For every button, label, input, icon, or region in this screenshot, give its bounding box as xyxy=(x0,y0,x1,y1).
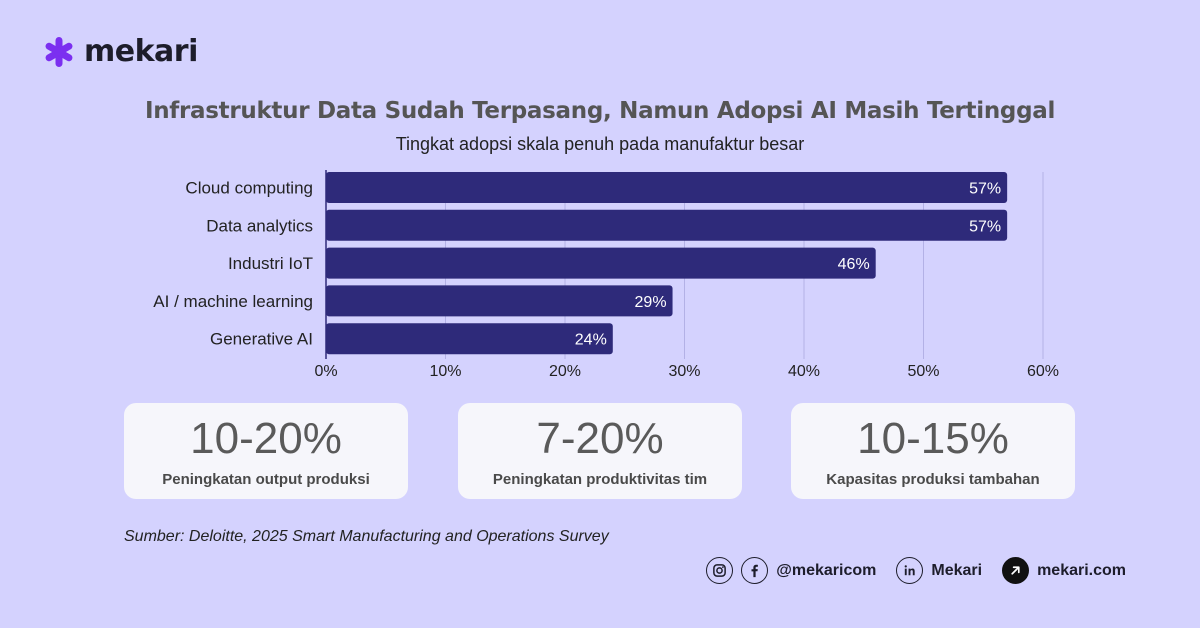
category-label: AI / machine learning xyxy=(153,292,313,311)
brand-name: mekari xyxy=(84,34,198,69)
stat-card-capacity: 10-15% Kapasitas produksi tambahan xyxy=(791,403,1075,499)
chart-title: Infrastruktur Data Sudah Terpasang, Namu… xyxy=(144,98,1056,124)
brand-logo: mekari xyxy=(42,34,198,69)
x-tick-label: 30% xyxy=(668,363,700,380)
stat-card-productivity: 7-20% Peningkatan produktivitas tim xyxy=(458,403,742,499)
x-tick-label: 40% xyxy=(788,363,820,380)
stat-value: 10-15% xyxy=(857,414,1009,463)
stat-label: Peningkatan produktivitas tim xyxy=(492,471,708,488)
stat-label: Peningkatan output produksi xyxy=(162,471,370,488)
stat-value: 7-20% xyxy=(536,414,664,463)
bar-data-label: 57% xyxy=(969,181,1001,198)
x-tick-label: 60% xyxy=(1027,363,1059,380)
chart-subtitle: Tingkat adopsi skala penuh pada manufakt… xyxy=(395,134,805,154)
category-label: Cloud computing xyxy=(185,179,313,198)
website-link[interactable]: mekari.com xyxy=(1037,561,1126,579)
footer-social: @mekaricom Mekari mekari.com xyxy=(706,557,1126,584)
bar xyxy=(326,285,673,317)
category-label: Data analytics xyxy=(206,216,313,235)
bar xyxy=(326,323,613,355)
stat-label: Kapasitas produksi tambahan xyxy=(826,471,1040,488)
bar xyxy=(326,209,1008,241)
source-note: Sumber: Deloitte, 2025 Smart Manufacturi… xyxy=(124,528,609,545)
arrow-link-icon[interactable] xyxy=(1002,557,1030,584)
bar-data-label: 57% xyxy=(969,218,1001,235)
x-tick-label: 50% xyxy=(907,363,939,380)
x-tick-label: 10% xyxy=(429,363,461,380)
category-label: Industri IoT xyxy=(228,254,313,273)
x-tick-label: 20% xyxy=(549,363,581,380)
instagram-icon[interactable] xyxy=(706,557,734,584)
facebook-icon[interactable] xyxy=(741,557,769,584)
category-label: Generative AI xyxy=(210,330,313,349)
bar-data-label: 29% xyxy=(635,294,667,311)
stat-card-output: 10-20% Peningkatan output produksi xyxy=(124,403,408,499)
bar-data-label: 46% xyxy=(838,256,870,273)
x-tick-label: 0% xyxy=(314,363,337,380)
linkedin-icon[interactable] xyxy=(896,557,924,584)
social-handle[interactable]: @mekaricom xyxy=(776,561,877,579)
stat-value: 10-20% xyxy=(190,414,342,463)
bar-data-label: 24% xyxy=(575,332,607,349)
asterisk-logo-icon xyxy=(45,36,73,67)
bar xyxy=(326,172,1008,203)
bar xyxy=(326,247,876,279)
linkedin-name[interactable]: Mekari xyxy=(931,561,983,579)
